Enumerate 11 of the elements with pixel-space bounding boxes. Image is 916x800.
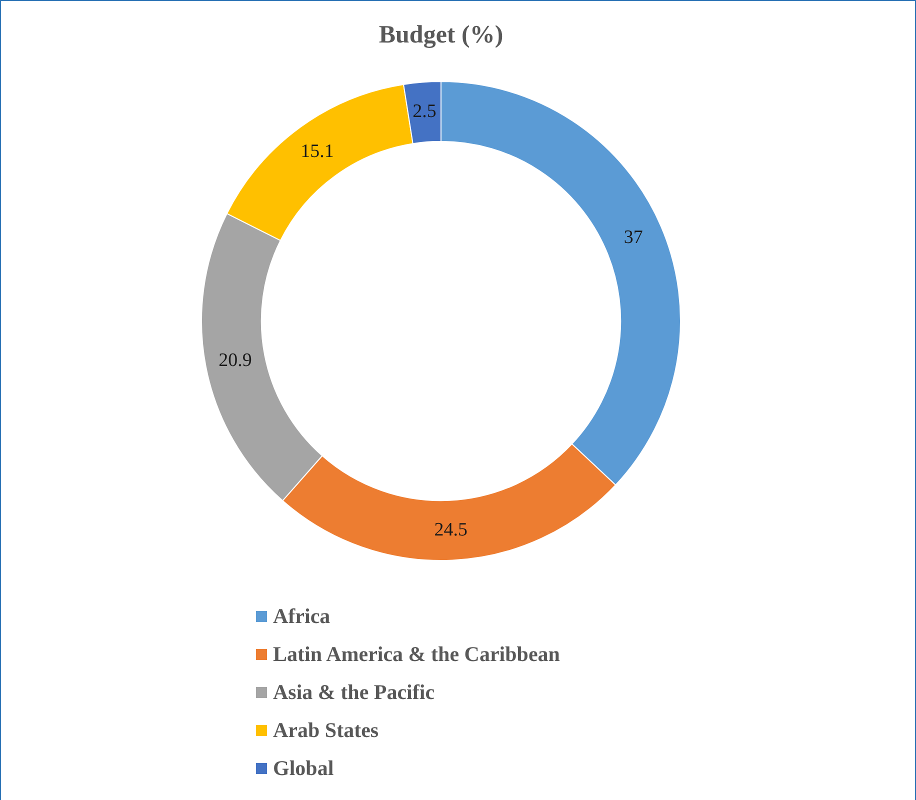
data-label: 37 [624,226,643,248]
legend-label: Africa [273,604,330,628]
legend-label: Global [273,756,334,780]
chart-title: Budget (%) [378,21,504,48]
data-label: 24.5 [434,519,468,540]
legend-label: Latin America & the Caribbean [273,642,560,666]
legend-label: Asia & the Pacific [273,680,435,704]
data-label: 20.9 [218,350,252,371]
legend-label: Arab States [273,718,379,742]
data-label: 2.5 [412,101,436,122]
data-label: 15.1 [300,140,334,162]
